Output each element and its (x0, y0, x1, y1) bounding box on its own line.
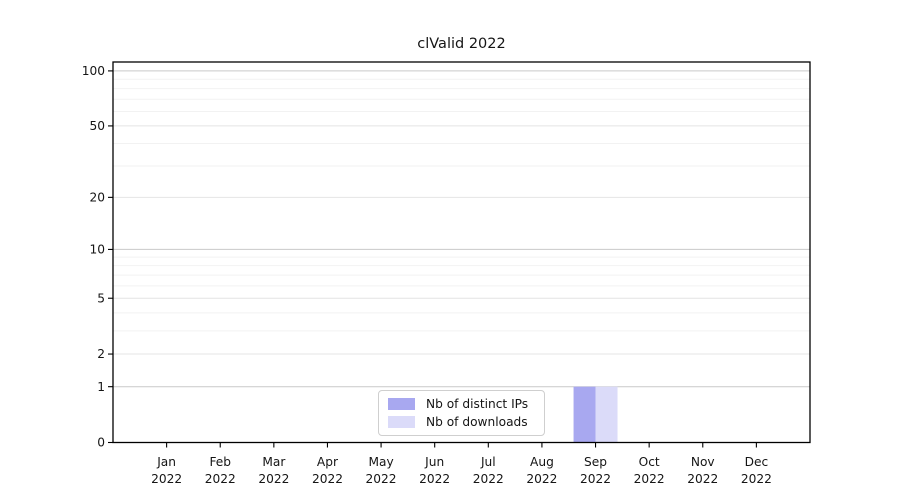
x-tick-label-year: 2022 (366, 472, 397, 486)
y-tick-label: 20 (89, 191, 105, 205)
x-tick-label-month: Sep (584, 455, 607, 469)
x-tick-label-year: 2022 (580, 472, 611, 486)
y-tick-label: 50 (89, 119, 105, 133)
x-tick-label-year: 2022 (419, 472, 450, 486)
x-tick-label-year: 2022 (312, 472, 343, 486)
chart-title: clValid 2022 (417, 36, 506, 52)
legend-swatch-downloads (388, 416, 415, 428)
legend-item-distinct-ips: Nb of distinct IPs (388, 397, 535, 411)
legend-label-downloads: Nb of downloads (426, 415, 528, 429)
x-tick-label-month: Apr (317, 455, 339, 469)
legend-label-distinct-ips: Nb of distinct IPs (426, 397, 529, 411)
legend-swatch-distinct-ips (388, 398, 415, 410)
x-tick-label-month: Dec (745, 455, 769, 469)
x-tick-label-year: 2022 (687, 472, 718, 486)
y-tick-label: 0 (97, 436, 105, 450)
x-tick-label-month: Jun (424, 455, 444, 469)
x-tick-label-month: Jul (480, 455, 496, 469)
x-tick-label-year: 2022 (634, 472, 665, 486)
x-tick-label-month: Mar (262, 455, 286, 469)
x-tick-label-year: 2022 (526, 472, 557, 486)
x-tick-label-month: Jan (156, 455, 176, 469)
y-tick-label: 2 (97, 347, 105, 361)
y-tick-label: 5 (97, 291, 105, 305)
bar-downloads-sep (595, 386, 618, 443)
legend-item-downloads: Nb of downloads (388, 415, 535, 429)
x-tick-label-year: 2022 (151, 472, 182, 486)
bar-distinct-ips-sep (573, 386, 596, 443)
x-tick-label-month: Feb (209, 455, 231, 469)
x-tick-label-month: Oct (639, 455, 660, 469)
x-tick-label-year: 2022 (473, 472, 504, 486)
x-tick-label-month: May (368, 455, 393, 469)
axes-spines (112, 61, 811, 444)
y-tick-label: 1 (97, 380, 105, 394)
y-tick-label: 100 (82, 64, 105, 78)
legend: Nb of distinct IPs Nb of downloads (378, 390, 545, 436)
x-tick-label-month: Nov (691, 455, 715, 469)
x-tick-label-year: 2022 (741, 472, 772, 486)
x-tick-label-month: Aug (530, 455, 554, 469)
y-tick-label: 10 (89, 243, 105, 257)
x-tick-label-year: 2022 (258, 472, 289, 486)
x-tick-label-year: 2022 (205, 472, 236, 486)
